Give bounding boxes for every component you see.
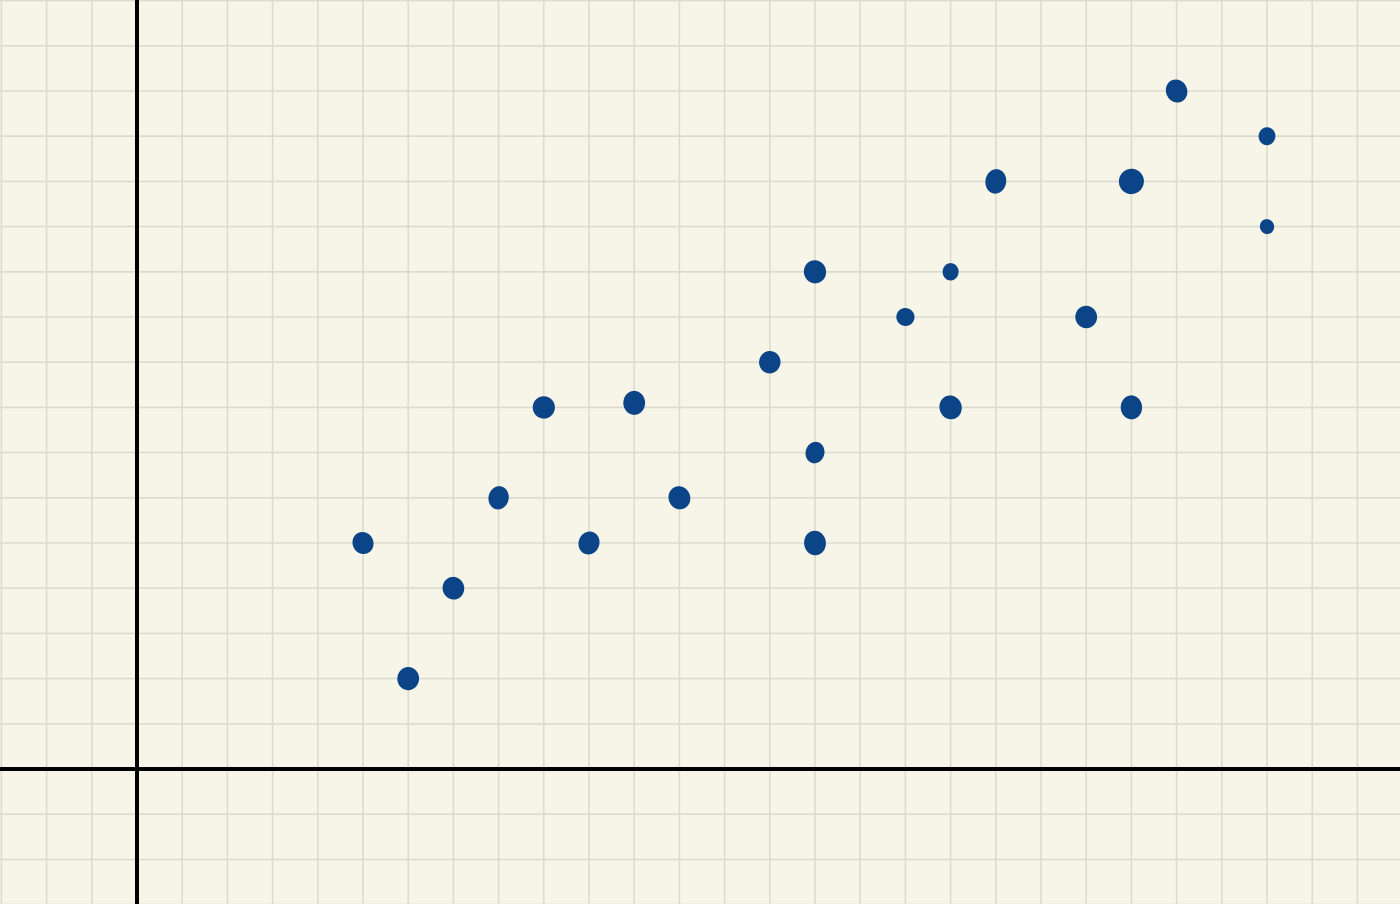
- scatter-point: [668, 486, 691, 510]
- scatter-point: [759, 351, 781, 374]
- scatter-point: [1165, 79, 1188, 103]
- scatter-point: [623, 390, 646, 415]
- scatter-point: [1075, 305, 1098, 329]
- scatter-point: [488, 486, 509, 510]
- scatter-point: [805, 441, 825, 464]
- data-points: [352, 79, 1276, 691]
- scatter-point: [942, 263, 959, 281]
- scatter-point: [896, 307, 915, 327]
- scatter-point: [1258, 127, 1276, 146]
- scatter-point: [939, 395, 962, 420]
- scatter-point: [1259, 219, 1275, 235]
- scatter-point: [985, 169, 1007, 194]
- scatter-point: [578, 531, 600, 555]
- scatter-point: [442, 576, 465, 600]
- scatter-point: [1120, 395, 1143, 420]
- scatter-point: [352, 531, 374, 555]
- scatter-point: [804, 530, 826, 556]
- scatter-point: [532, 396, 555, 419]
- scatter-point: [1118, 168, 1144, 195]
- scatter-point: [803, 260, 827, 284]
- scatter-point: [397, 667, 420, 691]
